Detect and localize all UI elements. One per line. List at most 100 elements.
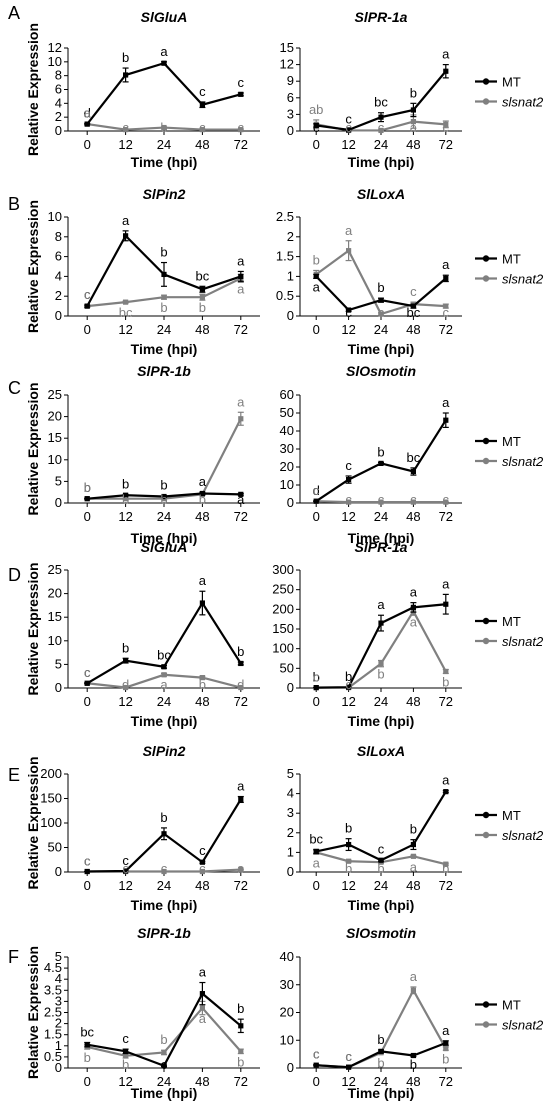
- y-tick-label: 8: [55, 229, 62, 244]
- data-point-MT: [378, 460, 384, 466]
- y-tick-label: 30: [280, 441, 294, 456]
- significance-letter: c: [410, 492, 417, 507]
- data-point-MT: [346, 1064, 352, 1070]
- significance-letter: c: [199, 843, 206, 858]
- x-tick-label: 0: [84, 509, 91, 524]
- legend-marker-slsnat2: [482, 275, 490, 282]
- y-tick-label: 6: [55, 82, 62, 97]
- significance-letter: c: [443, 492, 450, 507]
- legend-marker-MT: [482, 617, 490, 625]
- panel-letter: A: [8, 3, 20, 23]
- chart-panel-F2: SlOsmotin 0 10 20 30 40 0 12 24 48 72 Time (hpi) c c b…: [280, 925, 544, 1101]
- significance-letter: b: [313, 252, 320, 267]
- legend-label: slsnat2: [502, 828, 544, 843]
- x-tick-label: 72: [234, 1074, 248, 1089]
- x-axis-label: Time (hpi): [348, 713, 415, 729]
- data-point-MT: [123, 492, 129, 498]
- data-point-slsnat2: [161, 294, 167, 300]
- significance-letter: b: [160, 810, 167, 825]
- y-tick-label: 5: [55, 656, 62, 671]
- significance-letter: c: [238, 120, 245, 135]
- chart-title: SlLoxA: [357, 186, 405, 202]
- x-axis-label: Time (hpi): [348, 897, 415, 913]
- y-tick-label: 1: [55, 1038, 62, 1053]
- series-line-MT: [86, 600, 242, 685]
- data-point-MT: [410, 303, 416, 309]
- x-tick-label: 72: [439, 509, 453, 524]
- x-tick-label: 12: [341, 322, 355, 337]
- y-tick-label: 0: [55, 680, 62, 695]
- significance-letter: c: [378, 492, 385, 507]
- y-tick-label: 2: [55, 288, 62, 303]
- significance-letter: c: [161, 861, 168, 876]
- y-tick-label: 4: [55, 268, 62, 283]
- significance-letter: bc: [407, 450, 421, 465]
- y-tick-label: 20: [280, 1005, 294, 1020]
- x-tick-label: 72: [439, 322, 453, 337]
- x-tick-label: 0: [313, 1074, 320, 1089]
- significance-letter: a: [199, 474, 207, 489]
- x-axis-label: Time (hpi): [348, 154, 415, 170]
- significance-letter: b: [237, 1054, 244, 1069]
- chart-panel-C2: SlOsmotin 0 10 20 30 40 50 60 0 12 24 48 72 Time (hpi…: [280, 363, 544, 546]
- legend-label: MT: [502, 75, 521, 90]
- panel-letter: B: [8, 194, 20, 214]
- y-tick-label: 3: [287, 106, 294, 121]
- significance-letter: c: [161, 1057, 168, 1072]
- y-tick-label: 150: [272, 621, 294, 636]
- data-point-slsnat2: [238, 684, 244, 691]
- significance-letter: c: [122, 120, 129, 135]
- x-tick-label: 48: [195, 694, 209, 709]
- data-point-slsnat2: [443, 499, 449, 505]
- x-tick-label: 48: [195, 509, 209, 524]
- data-point-slsnat2: [410, 987, 416, 993]
- data-point-MT: [313, 122, 319, 129]
- data-point-slsnat2: [199, 868, 205, 875]
- y-tick-label: 2: [287, 825, 294, 840]
- y-tick-label: 40: [280, 423, 294, 438]
- x-tick-label: 12: [118, 878, 132, 893]
- data-point-MT: [378, 857, 384, 863]
- significance-letter: b: [160, 1032, 167, 1047]
- significance-letter: bc: [80, 1024, 94, 1039]
- x-tick-label: 0: [313, 509, 320, 524]
- legend-marker-MT: [482, 1001, 490, 1008]
- significance-letter: a: [410, 859, 418, 874]
- data-point-MT: [410, 468, 416, 475]
- y-tick-label: 60: [280, 387, 294, 402]
- chart-title: SlGluA: [141, 539, 188, 555]
- data-point-MT: [123, 658, 129, 664]
- data-point-slsnat2: [443, 861, 449, 867]
- y-tick-label: 10: [48, 209, 62, 224]
- panel-letter: F: [8, 947, 19, 967]
- y-axis-label: Relative Expression: [25, 756, 41, 889]
- significance-letter: a: [442, 395, 450, 410]
- significance-letter: b: [199, 492, 206, 507]
- chart-title: SlPR-1b: [137, 363, 191, 379]
- significance-letter: bc: [196, 268, 210, 283]
- x-axis-label: Time (hpi): [348, 1085, 415, 1101]
- x-axis-label: Time (hpi): [131, 154, 198, 170]
- significance-letter: d: [237, 677, 244, 692]
- y-tick-label: 4.5: [44, 960, 62, 975]
- y-tick-label: 15: [48, 609, 62, 624]
- data-point-MT: [238, 273, 244, 279]
- data-point-slsnat2: [346, 858, 352, 864]
- x-axis-label: Time (hpi): [348, 530, 415, 546]
- significance-letter: c: [122, 853, 129, 868]
- significance-letter: c: [378, 841, 385, 856]
- data-point-MT: [346, 477, 352, 483]
- y-tick-label: 40: [280, 949, 294, 964]
- y-tick-label: 1: [287, 844, 294, 859]
- significance-letter: d: [313, 483, 320, 498]
- significance-letter: b: [313, 669, 320, 684]
- y-tick-label: 15: [280, 40, 294, 55]
- data-point-MT: [346, 684, 352, 690]
- significance-letter: a: [442, 1023, 450, 1038]
- significance-letter: a: [442, 576, 450, 591]
- panel-letter: D: [8, 565, 21, 585]
- data-point-MT: [238, 796, 244, 803]
- data-point-slsnat2: [123, 1053, 129, 1059]
- significance-letter: a: [410, 614, 418, 629]
